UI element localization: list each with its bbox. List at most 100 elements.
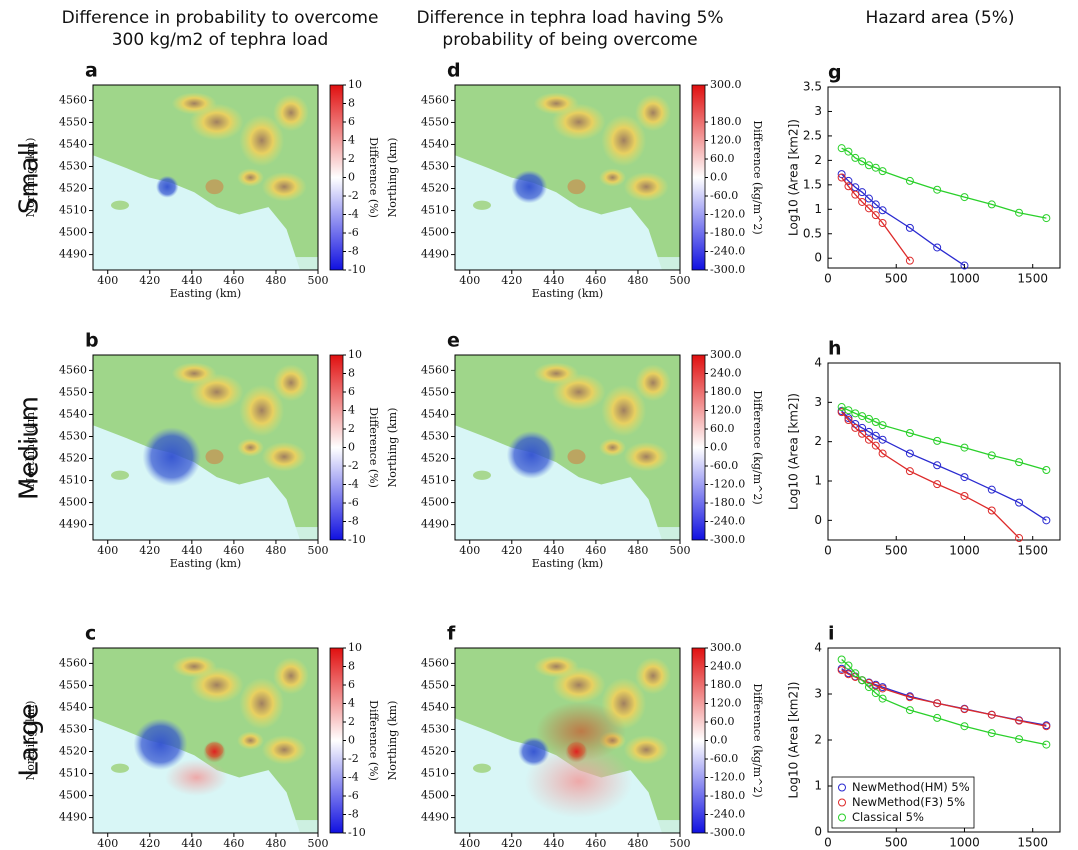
data-point — [858, 157, 867, 166]
y-tick-label: 4550 — [59, 115, 87, 128]
data-point — [960, 722, 969, 731]
y-tick-label: 0 — [814, 251, 822, 265]
y-tick-label: 3 — [814, 395, 822, 409]
y-tick-label: 2.5 — [803, 128, 822, 142]
relief — [237, 731, 264, 750]
plot-frame — [827, 86, 1061, 269]
map-image — [93, 85, 318, 270]
y-tick-label: 4500 — [421, 496, 449, 509]
colorbar-tick-label: 120.0 — [710, 134, 742, 147]
colorbar-tick-label: 2 — [348, 152, 355, 165]
x-tick-label: 500 — [308, 837, 329, 850]
column-title: Difference in probability to overcome — [62, 8, 379, 28]
difference-area — [506, 430, 557, 479]
y-tick-label: 4530 — [421, 429, 449, 442]
sea-border — [455, 527, 680, 540]
data-point — [933, 436, 942, 445]
relief — [635, 657, 671, 695]
map-image — [455, 85, 680, 270]
difference-area — [524, 744, 633, 819]
x-tick-label: 500 — [670, 837, 691, 850]
panel-letter: b — [85, 330, 99, 352]
panel-letter: h — [828, 338, 842, 360]
colorbar-tick-label: -120.0 — [710, 208, 745, 221]
relief — [261, 171, 307, 202]
relief — [623, 441, 669, 472]
x-tick-label: 460 — [223, 274, 244, 287]
relief — [239, 114, 285, 167]
y-tick-label: 4520 — [59, 452, 87, 465]
volcano — [567, 179, 586, 195]
sea — [93, 155, 300, 270]
y-tick-label: 3 — [814, 104, 822, 118]
y-tick-label: 4520 — [59, 745, 87, 758]
data-point — [864, 161, 873, 170]
colorbar-tick-label: 240.0 — [710, 660, 742, 673]
data-point — [933, 185, 942, 194]
y-axis-label: Northing (km) — [386, 138, 399, 218]
colorbar — [329, 84, 344, 271]
relief — [599, 438, 626, 457]
relief — [623, 171, 669, 202]
map-image — [455, 355, 680, 540]
colorbar-tick-label: -240.0 — [710, 808, 745, 821]
colorbar-tick-label: -300.0 — [710, 533, 745, 546]
relief — [623, 734, 669, 765]
data-point — [837, 173, 846, 182]
data-point — [933, 243, 942, 252]
y-tick-label: 4500 — [421, 789, 449, 802]
y-tick-label: 4530 — [421, 159, 449, 172]
x-tick-label: 400 — [97, 274, 118, 287]
x-tick-label: 440 — [181, 837, 202, 850]
data-point — [905, 429, 914, 438]
y-tick-label: 4530 — [59, 429, 87, 442]
colorbar-tick-label: -300.0 — [710, 826, 745, 839]
y-tick-label: 1 — [814, 202, 822, 216]
colorbar-tick-label: -4 — [348, 478, 359, 491]
colorbar-tick-label: 6 — [348, 678, 355, 691]
panel-letter: g — [828, 62, 842, 84]
colorbar-tick-label: -60.0 — [710, 189, 738, 202]
x-tick-label: 500 — [670, 544, 691, 557]
colorbar-tick-label: -60.0 — [710, 752, 738, 765]
data-point — [878, 218, 887, 227]
data-point — [858, 429, 867, 438]
colorbar-tick-label: 120.0 — [710, 404, 742, 417]
data-point — [960, 193, 969, 202]
y-tick-label: 4 — [814, 356, 822, 370]
data-point — [878, 449, 887, 458]
series-line — [841, 406, 1047, 471]
column-title: probability of being overcome — [442, 30, 697, 50]
colorbar-tick-label: -8 — [348, 808, 359, 821]
colorbar-tick-label: 2 — [348, 715, 355, 728]
data-point — [878, 206, 887, 215]
x-tick-label: 1000 — [949, 544, 980, 558]
colorbar-tick-label: 180.0 — [710, 115, 742, 128]
x-axis-label: Easting (km) — [532, 287, 603, 300]
y-axis-label: Northing (km) — [386, 701, 399, 781]
island — [111, 200, 129, 210]
x-tick-label: 500 — [885, 272, 908, 286]
panel-letter: c — [85, 623, 96, 645]
y-axis-label: Northing (km) — [24, 408, 37, 488]
row-label: Large — [15, 703, 45, 776]
island — [473, 763, 491, 773]
data-point — [878, 435, 887, 444]
colorbar-label: Difference (kg/m^2) — [751, 683, 764, 797]
colorbar-label: Difference (%) — [367, 137, 380, 218]
data-point — [871, 200, 880, 209]
colorbar-tick-label: -6 — [348, 226, 359, 239]
colorbar-tick-label: -60.0 — [710, 459, 738, 472]
island — [473, 470, 491, 480]
y-tick-label: 2 — [814, 733, 822, 747]
y-tick-label: 4560 — [59, 363, 87, 376]
y-tick-label: 4530 — [59, 722, 87, 735]
data-point — [858, 676, 867, 685]
relief — [273, 657, 309, 695]
colorbar-tick-label: 10 — [348, 78, 362, 91]
relief — [533, 362, 579, 385]
column-title: 300 kg/m2 of tephra load — [112, 30, 329, 50]
colorbar-tick-label: -120.0 — [710, 771, 745, 784]
sea-border — [93, 527, 318, 540]
series-line — [841, 411, 1020, 539]
